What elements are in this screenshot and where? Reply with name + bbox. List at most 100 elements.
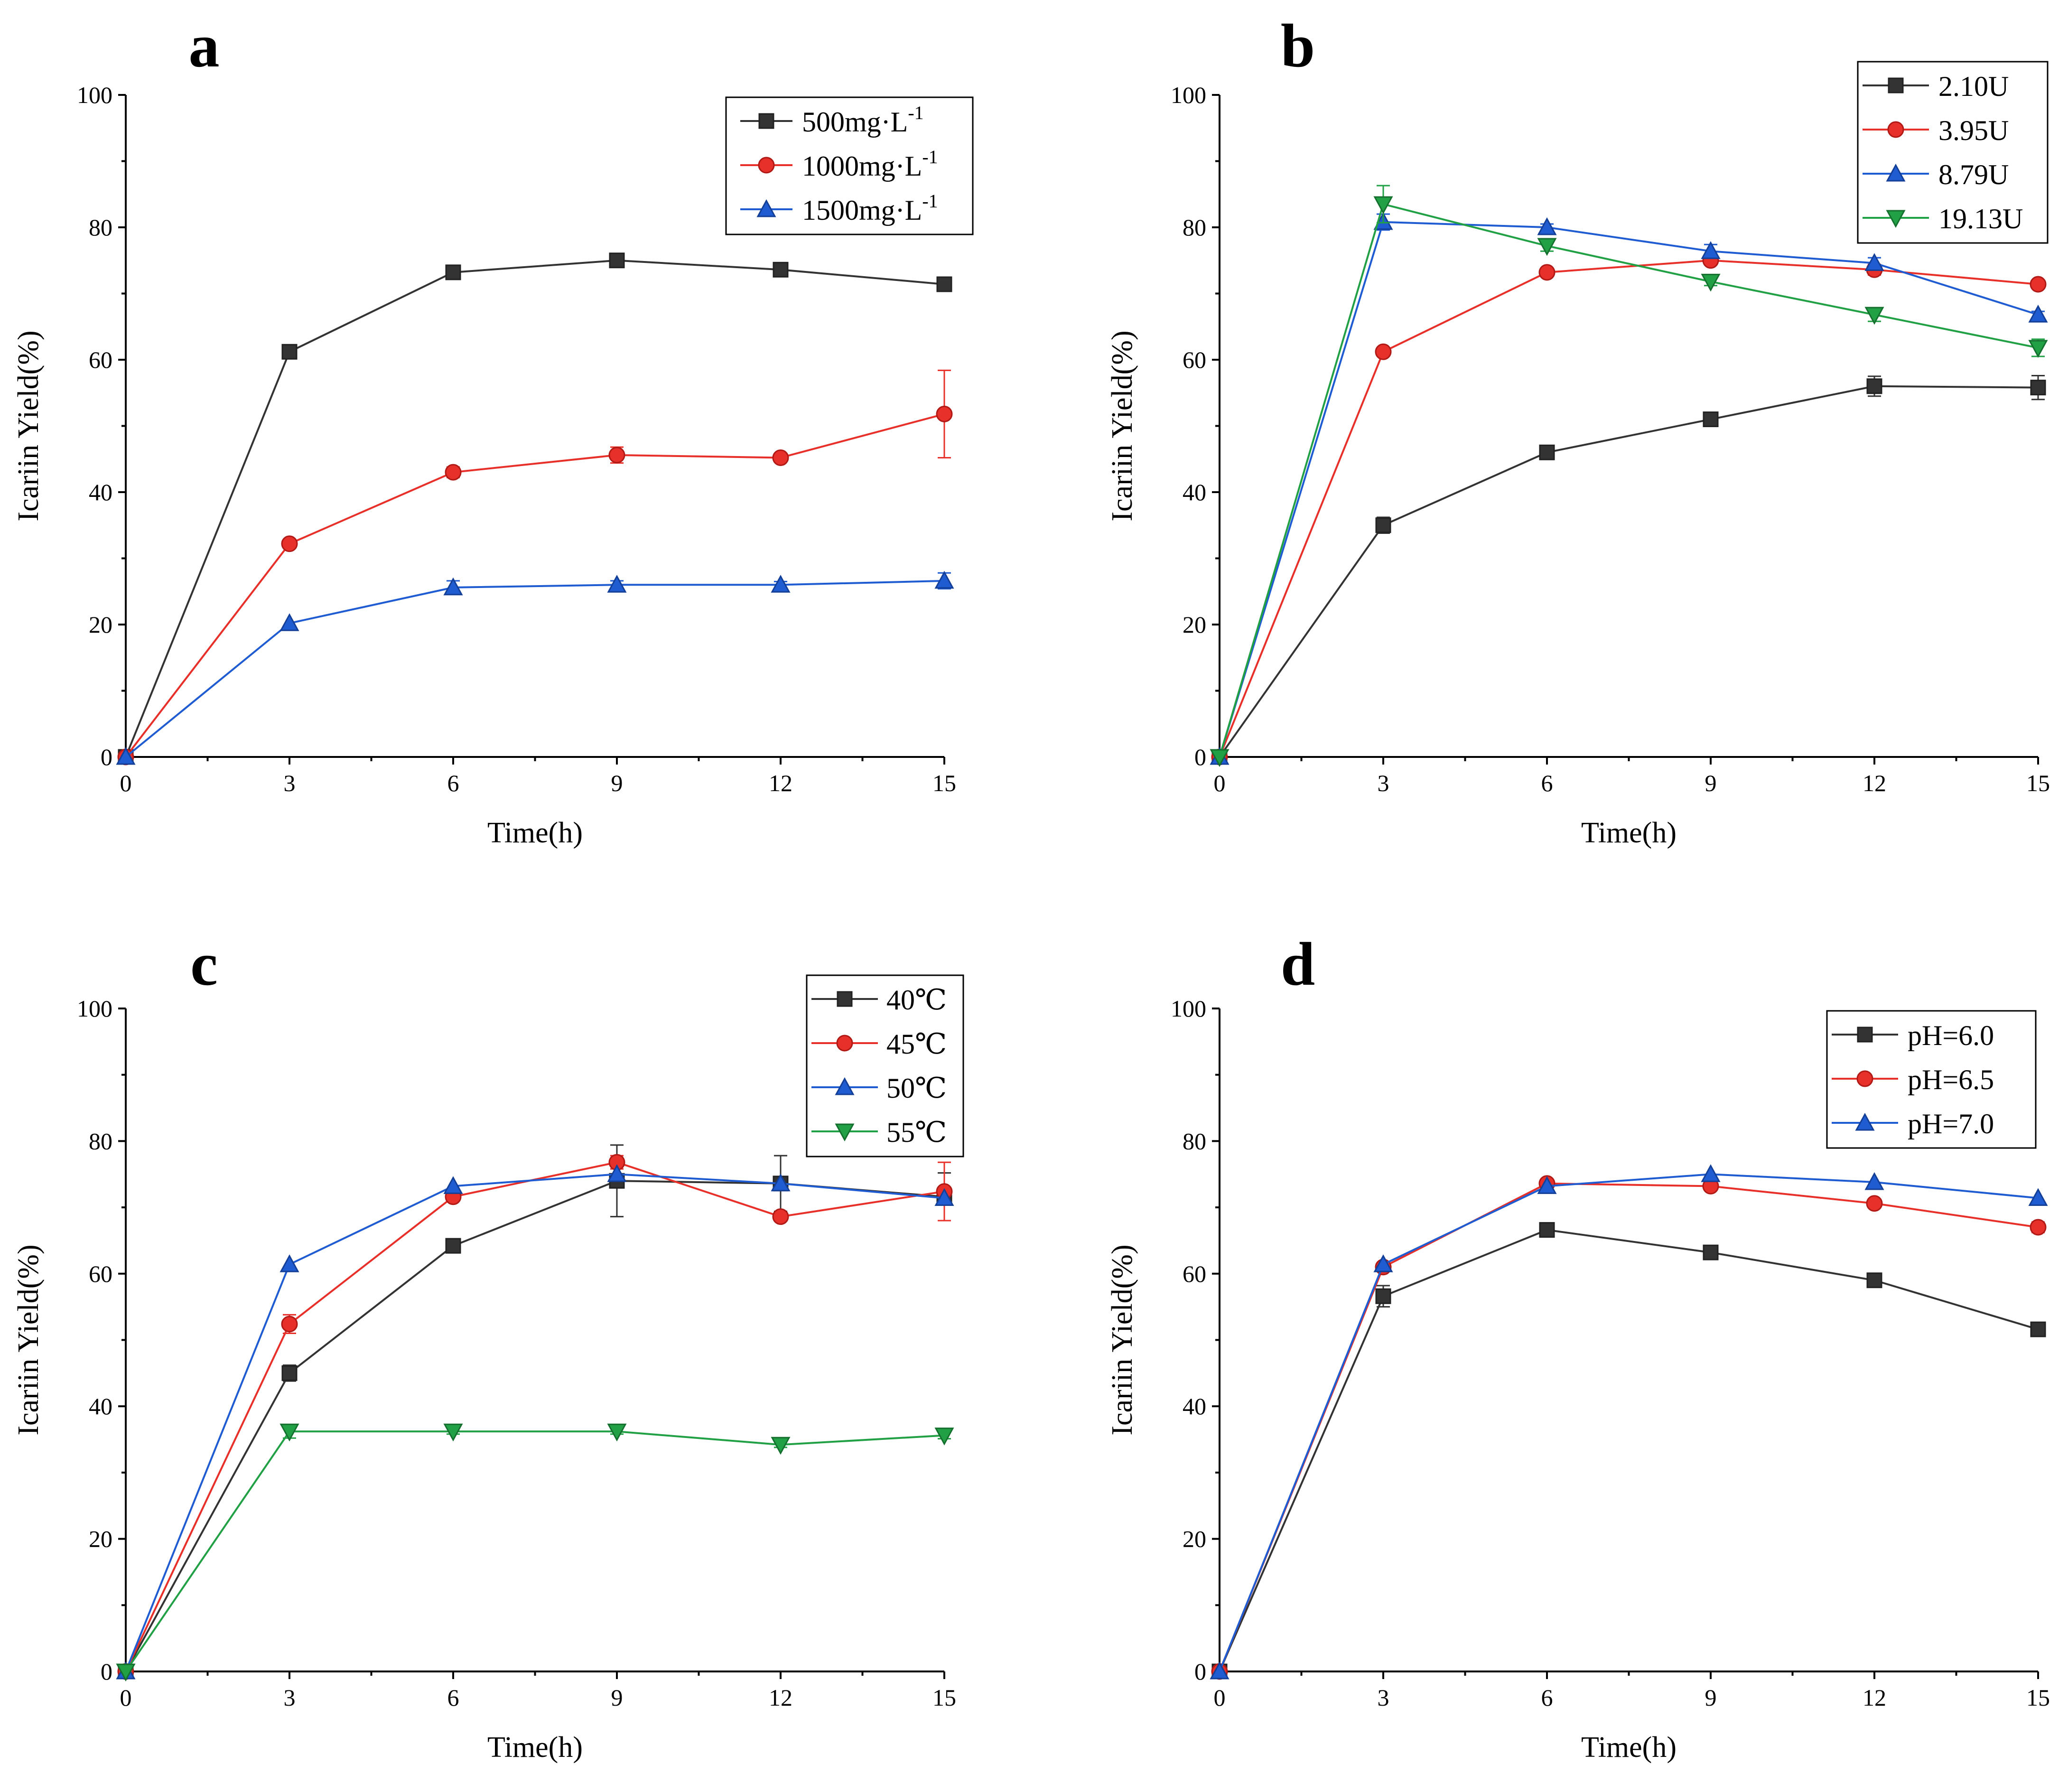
y-tick-label: 60 — [89, 346, 112, 373]
x-axis-label: Time(h) — [1581, 1731, 1677, 1764]
y-tick-label: 100 — [1171, 995, 1206, 1022]
y-tick-label: 60 — [1183, 1260, 1206, 1287]
series-pH=6.5 — [1211, 1175, 2047, 1680]
x-tick-label: 9 — [611, 1684, 623, 1711]
x-tick-label: 15 — [932, 1684, 956, 1711]
data-point — [772, 1208, 789, 1225]
x-tick-label: 15 — [2026, 770, 2050, 796]
data-point — [281, 535, 298, 552]
y-axis-label: Icariin Yield(%) — [1106, 1244, 1138, 1435]
series-pH=7.0 — [1210, 1164, 2048, 1680]
legend-label: 40℃ — [886, 984, 947, 1016]
data-point — [445, 264, 461, 280]
legend-marker — [1856, 1070, 1873, 1087]
data-point — [772, 449, 789, 466]
data-point — [1703, 1244, 1719, 1260]
legend-label: 3.95U — [1938, 115, 2009, 146]
data-point — [1373, 196, 1393, 215]
data-point — [116, 1663, 136, 1682]
data-point — [607, 575, 627, 593]
data-point — [934, 1188, 954, 1206]
data-point — [607, 1164, 627, 1182]
data-point — [2030, 1321, 2046, 1337]
legend-marker — [1886, 163, 1906, 182]
y-tick-label: 0 — [101, 744, 112, 770]
y-axis-label: Icariin Yield(%) — [12, 330, 45, 521]
data-point — [1866, 1195, 1883, 1212]
y-axis-label: Icariin Yield(%) — [12, 1244, 45, 1435]
data-point — [771, 575, 791, 593]
x-tick-label: 9 — [1705, 1684, 1717, 1711]
data-point — [1864, 253, 1884, 271]
y-tick-label: 40 — [89, 479, 112, 505]
panel-letter: c — [190, 930, 218, 999]
x-tick-label: 15 — [2026, 1684, 2050, 1711]
series-line — [1219, 1182, 2039, 1672]
y-tick-label: 0 — [101, 1658, 112, 1685]
y-tick-label: 60 — [89, 1260, 112, 1287]
data-point — [443, 577, 463, 596]
legend-marker — [837, 991, 853, 1007]
data-point — [281, 1365, 298, 1381]
series-line — [125, 1430, 945, 1672]
y-tick-label: 100 — [77, 82, 112, 108]
y-tick-label: 20 — [89, 1526, 112, 1552]
legend-label: pH=6.5 — [1908, 1064, 1994, 1095]
y-tick-label: 40 — [89, 1393, 112, 1419]
x-axis-label: Time(h) — [487, 817, 583, 849]
x-tick-label: 3 — [284, 1684, 296, 1711]
series-55℃ — [116, 1423, 954, 1682]
data-point — [443, 1176, 463, 1194]
legend-marker — [1855, 1112, 1875, 1131]
series-line — [1219, 1173, 2039, 1672]
y-tick-label: 20 — [1183, 611, 1206, 638]
series-line — [125, 259, 945, 757]
x-tick-label: 3 — [1378, 1684, 1389, 1711]
x-tick-label: 0 — [1214, 770, 1226, 796]
legend-label: 500mg·L-1 — [802, 102, 924, 138]
legend-marker — [1888, 77, 1904, 93]
series-pH=6.0 — [1211, 1222, 2046, 1680]
data-point — [607, 1423, 627, 1442]
y-tick-label: 20 — [1183, 1526, 1206, 1552]
data-point — [2030, 380, 2046, 396]
y-tick-label: 100 — [1171, 82, 1206, 108]
series-line — [125, 1173, 945, 1672]
data-point — [279, 1423, 299, 1442]
data-point — [445, 1238, 461, 1254]
legend-label: 1000mg·L-1 — [802, 146, 938, 182]
series-500mg·L-1 — [118, 252, 952, 765]
legend-label: 50℃ — [886, 1073, 947, 1104]
legend-box — [806, 974, 964, 1157]
legend-label: pH=6.0 — [1908, 1020, 1994, 1051]
data-point — [281, 344, 298, 360]
x-tick-label: 6 — [447, 770, 459, 796]
chart-panel-c: c 0 20 40 60 80 100 0 3 6 9 12 15 Time(h) Icariin Yiel… — [12, 930, 964, 1764]
legend-label: 1500mg·L-1 — [802, 190, 938, 226]
series-45℃ — [117, 1154, 953, 1680]
x-tick-label: 0 — [120, 1684, 132, 1711]
data-point — [771, 1437, 791, 1455]
legend-label: 55℃ — [886, 1117, 947, 1148]
series-3.95U — [1211, 252, 2047, 765]
x-tick-label: 6 — [1541, 770, 1553, 796]
series-line — [125, 1161, 945, 1672]
data-point — [279, 613, 299, 631]
legend-marker — [1857, 1027, 1873, 1043]
series-line — [1219, 221, 2039, 757]
legend-label: 45℃ — [886, 1028, 947, 1060]
data-point — [1864, 1172, 1884, 1190]
data-point — [1537, 1176, 1557, 1194]
legend-marker — [758, 157, 775, 174]
panel-letter: d — [1281, 930, 1315, 999]
data-point — [1703, 411, 1719, 428]
legend-marker — [1886, 210, 1906, 228]
data-point — [934, 1428, 954, 1446]
y-tick-label: 0 — [1194, 1658, 1206, 1685]
data-point — [934, 570, 954, 589]
data-point — [281, 1316, 298, 1333]
data-point — [2028, 340, 2048, 358]
legend-label: 19.13U — [1938, 203, 2023, 234]
data-point — [1373, 1254, 1393, 1272]
legend-label: 2.10U — [1938, 71, 2009, 102]
